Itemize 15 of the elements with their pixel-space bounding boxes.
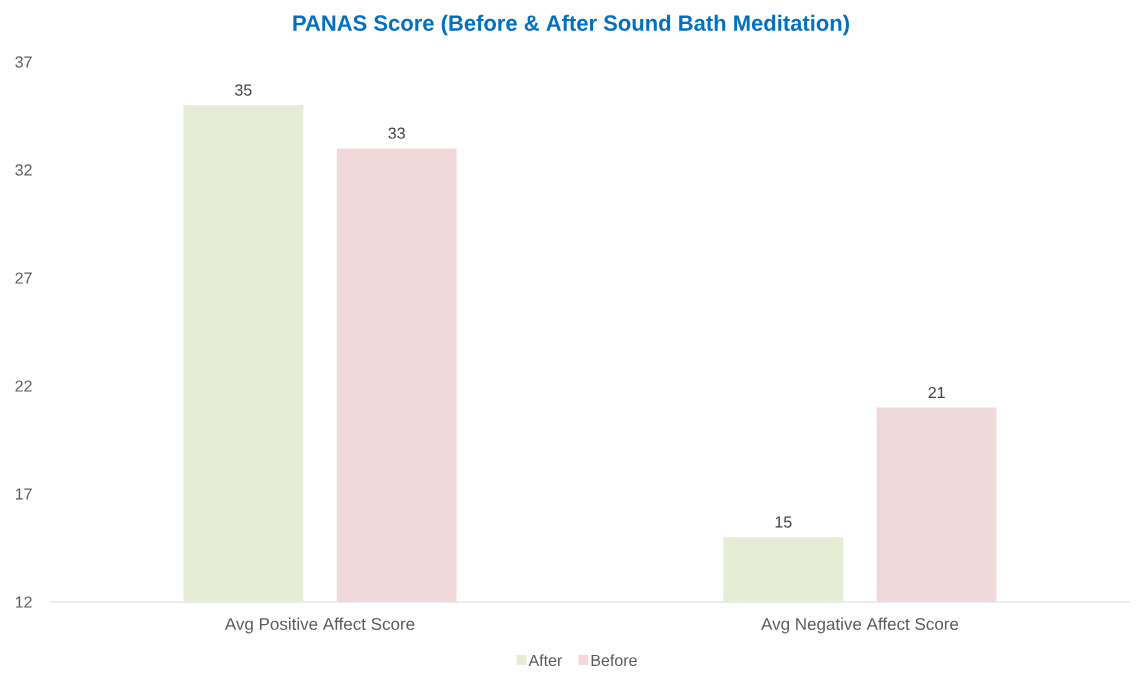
y-tick-label: 17 — [15, 488, 32, 500]
data-label: 15 — [775, 516, 792, 528]
legend-label: After — [528, 654, 563, 667]
y-tick-label: 27 — [15, 272, 32, 284]
data-label: 21 — [928, 386, 945, 399]
y-tick-label: 22 — [15, 380, 32, 392]
chart-title: PANAS Score (Before & After Sound Bath Meditation) — [293, 14, 849, 36]
y-tick-label: 32 — [15, 164, 32, 176]
legend-label: Before — [591, 654, 637, 667]
y-tick-label: 12 — [15, 596, 32, 608]
y-tick-label: 37 — [15, 56, 32, 68]
data-label: 35 — [235, 84, 252, 96]
x-tick-label: Avg Positive Affect Score — [224, 617, 415, 634]
x-tick-label: Avg Negative Affect Score — [761, 617, 959, 634]
data-label: 33 — [388, 127, 405, 139]
